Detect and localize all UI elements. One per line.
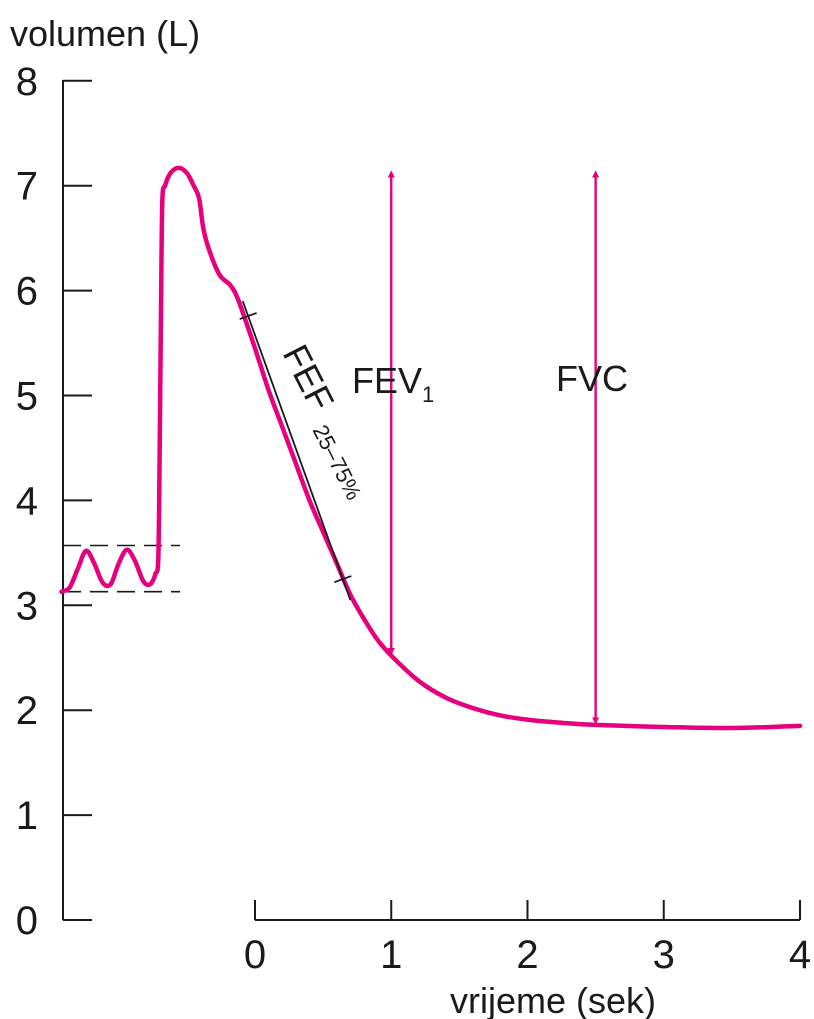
x-tick-label: 2: [516, 933, 538, 977]
volume-time-curve: [59, 165, 803, 731]
fef-start-tick: [239, 312, 257, 320]
y-tick-label: 2: [16, 689, 38, 733]
y-tick-label: 0: [16, 899, 38, 943]
fef-end-tick: [334, 575, 352, 584]
fef-slope-line: [241, 300, 352, 601]
y-axis-ticks: 0 1 2 3 4 5 6 7 8: [16, 60, 92, 943]
x-tick-label: 4: [789, 933, 811, 977]
fvc-label: FVC: [556, 358, 628, 399]
y-tick-label: 4: [16, 479, 38, 523]
fef-label-main: FEF: [275, 338, 342, 417]
y-tick-label: 1: [16, 794, 38, 838]
x-axis-ticks: 0 1 2 3 4: [244, 900, 811, 977]
x-tick-label: 3: [653, 933, 675, 977]
fev1-label: FEV1: [352, 360, 434, 407]
fev1-label-main: FEV: [352, 360, 422, 401]
y-tick-label: 6: [16, 270, 38, 314]
fev1-label-sub: 1: [422, 382, 434, 407]
x-tick-label: 1: [380, 933, 402, 977]
y-tick-label: 8: [16, 60, 38, 104]
y-axis-title: volumen (L): [10, 13, 200, 54]
fef-label-sub: 25–75%: [308, 421, 367, 504]
y-tick-label: 3: [16, 584, 38, 628]
y-tick-label: 7: [16, 165, 38, 209]
y-tick-label: 5: [16, 375, 38, 419]
x-tick-label: 0: [244, 933, 266, 977]
x-axis-title: vrijeme (sek): [450, 980, 656, 1019]
